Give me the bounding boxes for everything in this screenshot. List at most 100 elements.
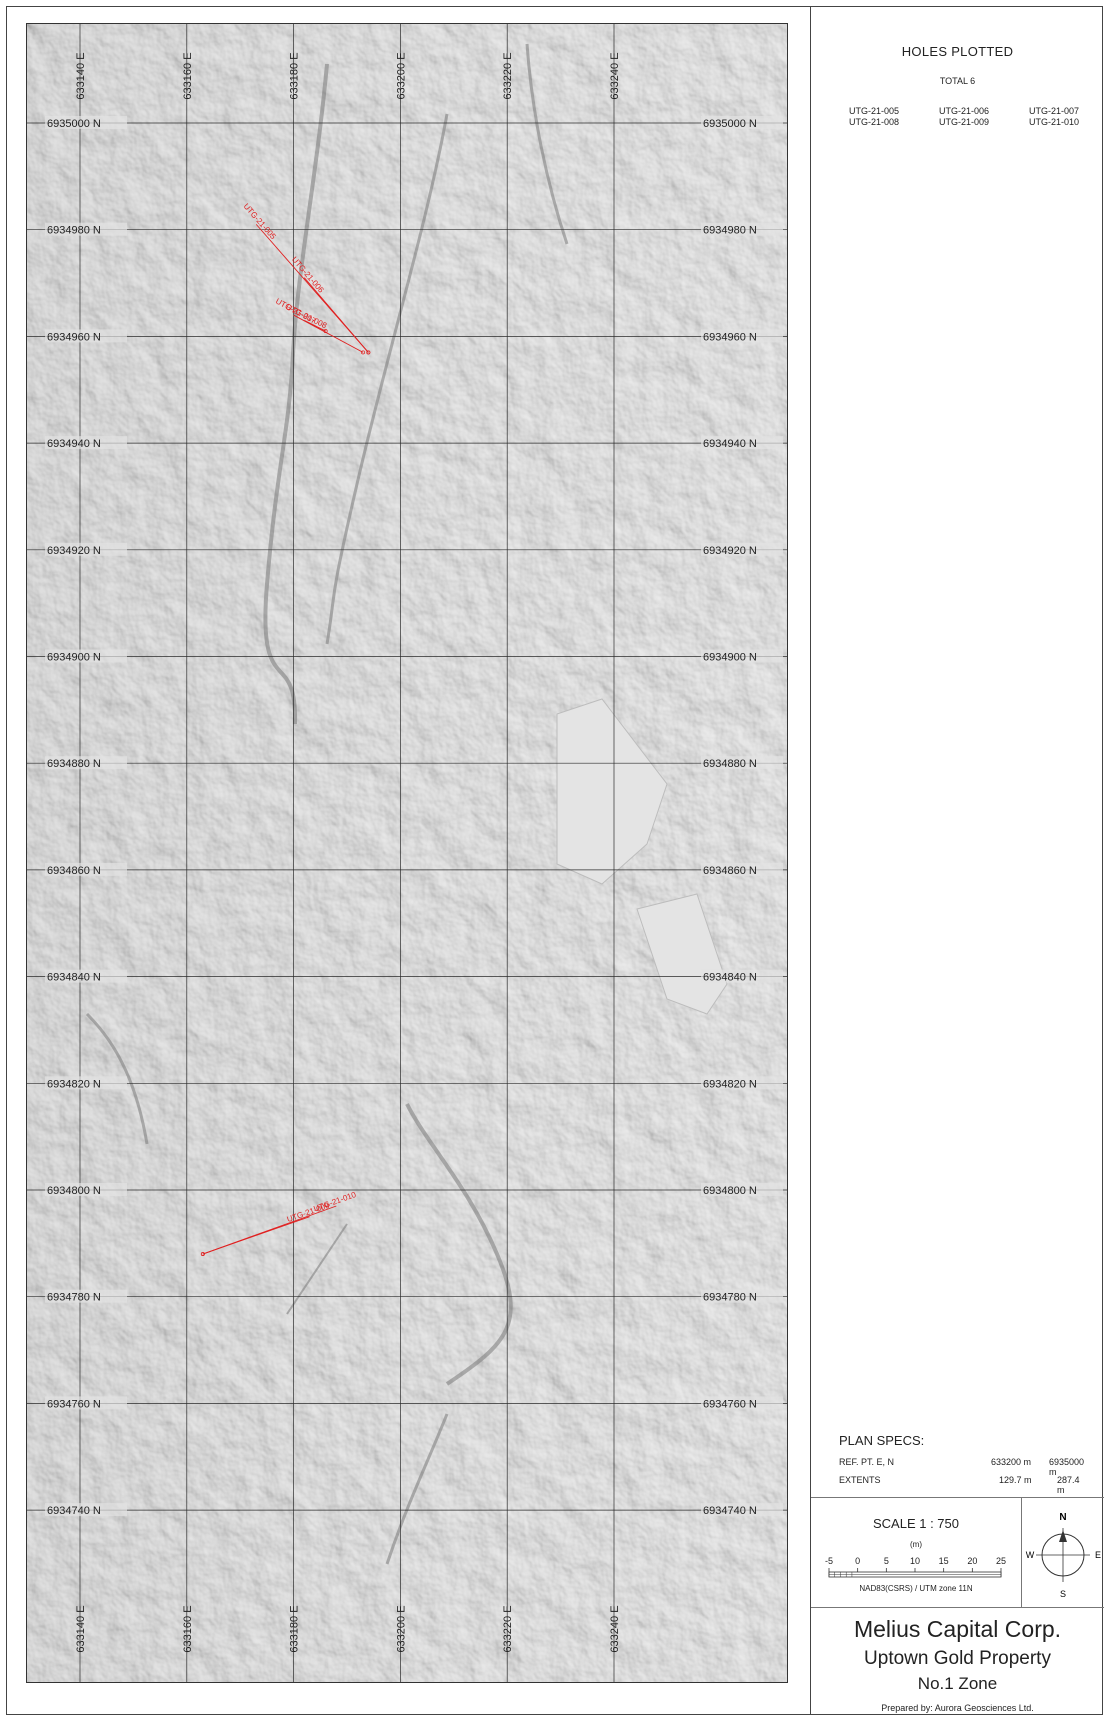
northing-label-left: 6934860 N xyxy=(47,865,101,877)
holes-plotted-title: HOLES PLOTTED xyxy=(901,44,1014,59)
easting-label: 633160 E xyxy=(182,1605,194,1652)
northing-label-right: 6934860 N xyxy=(703,865,757,877)
label-backing xyxy=(45,222,127,236)
northing-label-left: 6934840 N xyxy=(47,972,101,984)
hole-list-item: UTG-21-010 xyxy=(1029,117,1080,127)
property-name: Uptown Gold Property xyxy=(864,1648,1051,1669)
northing-label-left: 6935000 N xyxy=(47,118,101,130)
northing-label-right: 6934940 N xyxy=(703,438,757,450)
compass-n: N xyxy=(1059,1512,1066,1523)
extents-northing: 287.4 m xyxy=(1057,1475,1080,1495)
northing-label-left: 6934800 N xyxy=(47,1185,101,1197)
easting-label: 633140 E xyxy=(75,52,87,99)
extents-label: EXTENTS xyxy=(839,1475,881,1485)
extents-easting: 129.7 m xyxy=(999,1475,1032,1485)
north-arrow-block: N S E W xyxy=(1021,1497,1104,1608)
drill-hole-toe xyxy=(361,350,365,355)
drill-hole-trace xyxy=(202,1205,337,1255)
easting-label: 633140 E xyxy=(75,1605,87,1652)
northing-label-right: 6934820 N xyxy=(703,1078,757,1090)
scale-datum: NAD83(CSRS) / UTM zone 11N xyxy=(859,1584,973,1593)
label-backing xyxy=(701,862,783,876)
label-backing xyxy=(45,862,127,876)
northing-label-right: 6934740 N xyxy=(703,1505,757,1517)
label-backing xyxy=(701,1289,783,1303)
plan-specs-title: PLAN SPECS: xyxy=(839,1433,925,1448)
northing-label-left: 6934900 N xyxy=(47,652,101,664)
drill-hole-trace xyxy=(304,319,326,332)
easting-label: 633180 E xyxy=(289,1605,301,1652)
label-backing xyxy=(701,1396,783,1410)
easting-label: 633200 E xyxy=(395,1605,407,1652)
hole-list-item: UTG-21-005 xyxy=(849,106,900,116)
prepared-by: Prepared by: Aurora Geosciences Ltd. xyxy=(881,1703,1034,1713)
northing-label-right: 6934760 N xyxy=(703,1398,757,1410)
hole-list-item: UTG-21-007 xyxy=(1029,106,1080,116)
drill-hole-trace xyxy=(303,277,369,353)
compass-w: W xyxy=(1026,1550,1035,1560)
scale-title: SCALE 1 : 750 xyxy=(873,1516,959,1531)
easting-label: 633200 E xyxy=(395,52,407,99)
northing-label-right: 6934880 N xyxy=(703,758,757,770)
compass-e: E xyxy=(1095,1550,1101,1560)
scale-tick-label: 15 xyxy=(939,1556,949,1566)
northing-label-left: 6934780 N xyxy=(47,1292,101,1304)
label-backing xyxy=(701,756,783,770)
label-backing xyxy=(45,649,127,663)
label-backing xyxy=(701,969,783,983)
company-name: Melius Capital Corp. xyxy=(853,1616,1062,1642)
scale-tick-label: 5 xyxy=(884,1556,889,1566)
northing-label-right: 6934960 N xyxy=(703,331,757,343)
legend-panel: HOLES PLOTTED TOTAL 6 UTG-21-005 UTG-21-… xyxy=(810,6,1104,1715)
scale-tick-label: 10 xyxy=(910,1556,920,1566)
northing-label-left: 6934740 N xyxy=(47,1505,101,1517)
northing-label-left: 6934980 N xyxy=(47,225,101,237)
scale-block: SCALE 1 : 750 (m) -5 0 5 10 15 20 25 NAD83(CSR… xyxy=(811,1497,1021,1608)
label-backing xyxy=(701,329,783,343)
map-panel: 633140 E 633140 E 633160 E 633160 E 633180 E… xyxy=(26,23,788,1683)
label-backing xyxy=(45,756,127,770)
zone-name: No.1 Zone xyxy=(917,1674,998,1693)
label-backing xyxy=(701,649,783,663)
label-backing xyxy=(701,542,783,556)
scale-tick-label: 0 xyxy=(855,1556,860,1566)
label-backing xyxy=(45,1503,127,1517)
easting-label: 633240 E xyxy=(609,52,621,99)
label-backing xyxy=(701,222,783,236)
holes-plotted-total: TOTAL 6 xyxy=(939,76,976,86)
sheet-frame xyxy=(6,6,1103,1715)
northing-label-left: 6934960 N xyxy=(47,331,101,343)
drill-hole-toe xyxy=(200,1252,205,1256)
label-backing xyxy=(45,1396,127,1410)
flat-areas xyxy=(556,698,728,1015)
drill-hole-toe xyxy=(366,350,371,355)
plan-specs: PLAN SPECS: REF. PT. E, N 633200 m 69350… xyxy=(811,1421,1104,1497)
northing-label-left: 6934760 N xyxy=(47,1398,101,1410)
label-backing xyxy=(701,116,783,129)
label-backing xyxy=(45,542,127,556)
scale-unit: (m) xyxy=(910,1540,922,1549)
northing-label-right: 6934920 N xyxy=(703,545,757,557)
northing-label-right: 6934840 N xyxy=(703,972,757,984)
northing-label-left: 6934940 N xyxy=(47,438,101,450)
ref-point-label: REF. PT. E, N xyxy=(839,1457,895,1467)
scale-tick-label: -5 xyxy=(825,1556,833,1566)
map-canvas: 633140 E 633140 E 633160 E 633160 E 633180 E… xyxy=(27,24,787,1682)
label-backing xyxy=(45,969,127,983)
hillshade-texture xyxy=(27,24,787,1682)
label-backing xyxy=(45,1076,127,1090)
easting-label: 633160 E xyxy=(182,52,194,99)
easting-label: 633220 E xyxy=(502,1605,514,1652)
label-backing xyxy=(45,436,127,450)
northing-label-left: 6934920 N xyxy=(47,545,101,557)
drill-hole-toe xyxy=(323,329,328,334)
label-backing xyxy=(45,329,127,343)
northing-label-right: 6934900 N xyxy=(703,652,757,664)
northing-label-right: 6934800 N xyxy=(703,1185,757,1197)
scale-tick-label: 25 xyxy=(996,1556,1006,1566)
compass-s: S xyxy=(1060,1589,1066,1599)
ref-point-northing: 6935000 m xyxy=(1049,1457,1085,1477)
northing-label-right: 6934780 N xyxy=(703,1292,757,1304)
label-backing xyxy=(45,1289,127,1303)
scale-bar: -5 0 5 10 15 20 25 xyxy=(825,1556,1006,1578)
